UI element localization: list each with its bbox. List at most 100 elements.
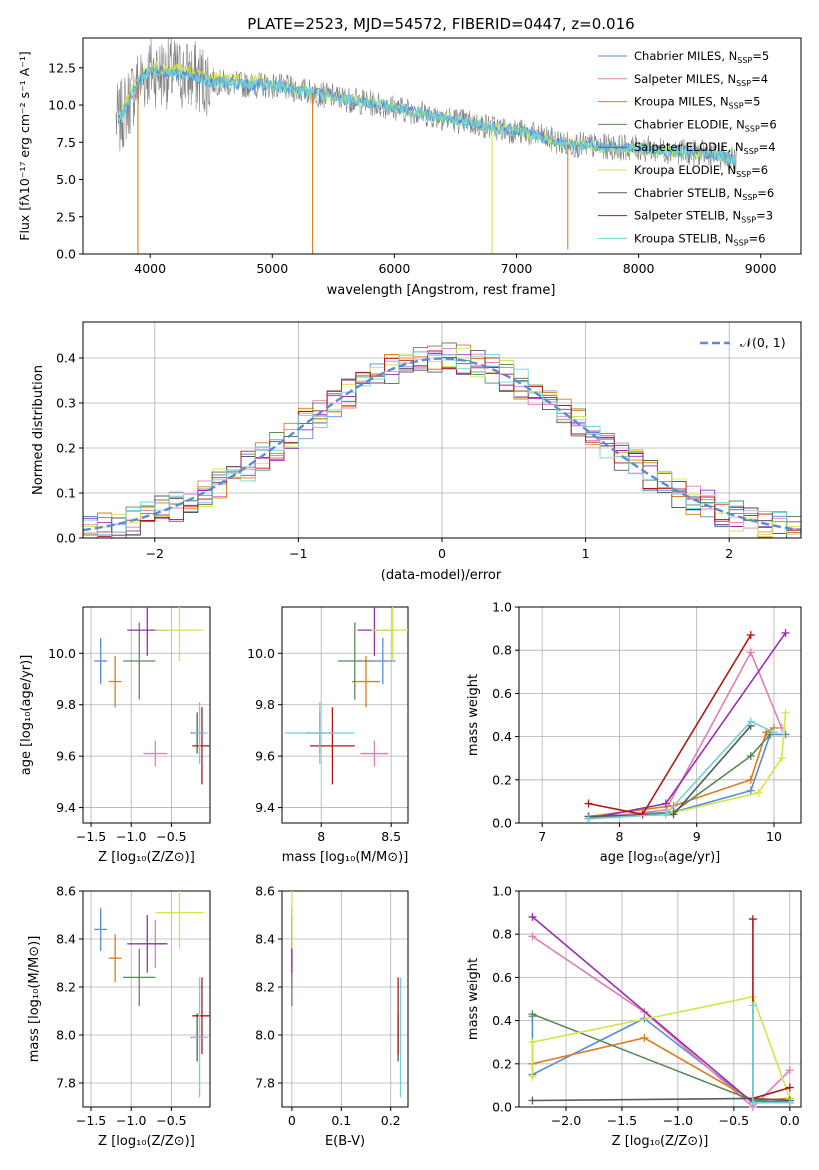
x-tick-label: −1.5 [607,1113,637,1128]
axis-ticks: −2 −1 0 1 2 0.0 0.1 0.2 0.3 0.4 [56,351,733,562]
y-tick-label: 0.0 [56,247,76,262]
x-tick-label: 1 [582,546,590,561]
axes-frame [82,890,211,1108]
x-axis-label: Z [log₁₀(Z/Z⊙)] [612,1134,709,1149]
x-tick-label: 5000 [256,261,288,276]
x-tick-label: −1.0 [663,1113,693,1128]
x-tick-label: 2 [725,546,733,561]
mass-weight-point [584,799,593,808]
mass-weight-point [748,1098,757,1107]
residual-histogram [83,351,801,539]
x-tick-label: −2 [146,546,164,561]
mass-weight-line [588,727,775,818]
mass-weight-line [532,1037,790,1102]
mass-weight-point [640,1033,649,1042]
y-axis-label: mass weight [466,674,481,756]
axes-frame [281,606,409,824]
y-tick-label: 9.8 [255,697,275,712]
y-tick-label: 0.8 [492,927,512,942]
x-tick-label: 8 [615,829,623,844]
mass-weight-line [588,733,771,820]
mass-weight-point [638,810,647,819]
x-tick-label: 0 [288,1113,296,1128]
mass-weight-point [777,754,786,763]
residual-histogram-panel: −2 −1 0 1 2 0.0 0.1 0.2 0.3 0.4 (data-model)/erro… [31,321,802,583]
observed-spectrum [115,37,737,173]
x-axis-label: age [log₁₀(age/yr)] [600,850,721,865]
mass-weight-point [528,1096,537,1105]
y-tick-label: 7.8 [56,1076,76,1091]
x-tick-label: −0.5 [156,829,186,844]
x-axis-label: (data-model)/error [381,568,502,583]
y-tick-label: 0.0 [56,531,76,546]
x-tick-label: −1.5 [76,1113,106,1128]
mass-weight-point [661,799,670,808]
legend-entry: Salpeter STELIB, NSSP=3 [634,209,773,225]
y-tick-label: 0.2 [492,1056,512,1071]
y-tick-label: 9.4 [56,800,76,815]
legend-entry: 𝒩(0, 1) [740,335,786,350]
y-tick-label: 0.3 [56,396,76,411]
panel-age_vs_mass: 8 8.5 9.4 9.6 9.8 10.0 mass [log₁₀(M/M⊙)] [247,606,409,865]
mass-weight-line [752,919,791,1100]
y-tick-label: 8.4 [56,932,76,947]
x-tick-label: −1.0 [116,1113,146,1128]
y-tick-label: 8.6 [255,884,275,899]
mass-weight-point [748,915,757,924]
mass-weight-point [748,1001,757,1010]
y-tick-label: 0.6 [492,686,512,701]
y-tick-label: 0.4 [492,1013,512,1028]
x-tick-label: −2.0 [551,1113,581,1128]
spectrum-panel: PLATE=2523, MJD=54572, FIBERID=0447, z=0… [17,15,802,298]
mass-weight-line [588,733,786,818]
y-tick-label: 2.5 [56,209,76,224]
y-tick-label: 0.2 [492,772,512,787]
spectrum-lines [115,37,737,254]
mass-weight-point [528,1072,537,1081]
x-tick-label: 0.0 [780,1113,800,1128]
y-tick-label: 8.2 [56,980,76,995]
mass-weight-point [781,730,790,739]
y-tick-label: 0.6 [492,970,512,985]
x-tick-label: 4000 [134,261,166,276]
legend: Chabrier MILES, NSSP=5 Salpeter MILES, NS… [598,49,777,247]
y-tick-label: 0.2 [56,441,76,456]
mass-weight-point [785,1083,794,1092]
y-tick-label: 0.8 [492,643,512,658]
normal-curve [82,357,802,532]
y-tick-label: 9.8 [56,697,76,712]
x-tick-label: 9000 [745,261,777,276]
x-axis-label: Z [log₁₀(Z/Z⊙)] [98,1134,195,1149]
y-tick-label: 0.0 [492,816,512,831]
axis-ticks: 4000 5000 6000 7000 8000 9000 0.0 2.5 5.0 7.5 10.0… [48,60,777,276]
y-tick-label: 7.5 [56,135,76,150]
legend: 𝒩(0, 1) [700,335,786,350]
x-axis-label: E(B-V) [325,1134,365,1149]
mass-weight-line [588,720,775,820]
mass-weight-line [531,935,791,1109]
mass-weight-point [754,788,763,797]
y-tick-label: 0.4 [56,351,76,366]
mass-weight-point [746,631,755,640]
y-tick-label: 8.0 [255,1028,275,1043]
x-tick-label: 8000 [623,261,655,276]
mass-weight-point [746,752,755,761]
x-tick-label: 6000 [378,261,410,276]
axes-frame [82,37,802,255]
legend-entry: Kroupa MILES, NSSP=5 [634,95,760,111]
mass-weight-point [746,775,755,784]
legend-entry: Salpeter MILES, NSSP=4 [634,72,768,88]
mass-weight-point [746,648,755,657]
x-tick-label: 0 [438,546,446,561]
y-axis-label: mass [log₁₀(M/M⊙)] [27,936,42,1063]
mass-weight-line [588,650,783,820]
x-tick-label: −1 [289,546,307,561]
x-tick-label: 10 [766,829,782,844]
mass-weight-point [781,628,790,637]
panel-weight_vs_age: 7 8 9 10 0.0 0.2 0.4 0.6 0.8 1.0 age [log₁₀(age/yr… [466,600,802,865]
axes-frame [281,890,409,1108]
x-tick-label: 8 [317,829,325,844]
mass-weight-point [528,912,537,921]
y-tick-label: 1.0 [492,600,512,615]
